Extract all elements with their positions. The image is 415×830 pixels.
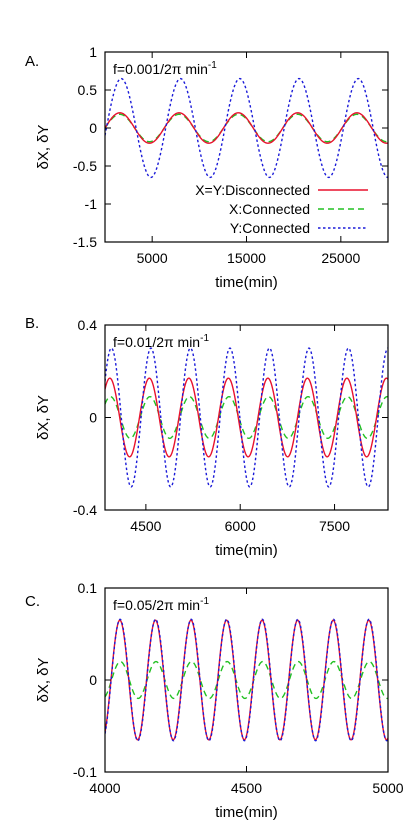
frequency-annotation: f=0.05/2π min-1 [113, 596, 209, 613]
legend-label: X:Connected [229, 201, 310, 217]
panel-label: A. [25, 53, 39, 70]
frequency-annotation: f=0.01/2π min-1 [113, 333, 209, 350]
y-tick-label: -1.5 [73, 234, 97, 250]
y-tick-label: -0.1 [73, 764, 97, 780]
legend-label: Y:Connected [230, 220, 310, 236]
panel-label: C. [25, 593, 40, 610]
y-tick-label: -0.5 [73, 158, 97, 174]
plot-frame [104, 324, 389, 511]
y-axis-label: δX, δY [35, 395, 52, 440]
y-tick-label: -0.4 [73, 502, 97, 518]
series-line-y-connected [105, 347, 388, 488]
x-tick-label: 5000 [372, 780, 403, 796]
y-tick-label: 0.1 [78, 580, 98, 596]
x-axis-label: time(min) [215, 274, 278, 291]
series-line-x-y-disconnected [105, 377, 388, 458]
series-line-y-connected [105, 77, 388, 179]
x-tick-label: 5000 [137, 250, 168, 266]
y-tick-label: 0 [89, 120, 97, 136]
y-axis-label: δX, δY [35, 124, 52, 169]
legend: X=Y:Disconnected X:Connected Y:Connected [195, 182, 368, 236]
x-tick-label: 4500 [130, 518, 161, 534]
series-line-x-connected [105, 395, 388, 440]
series-line-x-y-disconnected [105, 112, 388, 144]
panel-b: B. 0.4 0 -0.4 4500 6000 7500 time(min) δX, δY f=0… [25, 315, 389, 559]
x-tick-label: 4000 [89, 780, 120, 796]
y-axis-label: δX, δY [35, 657, 52, 702]
x-tick-label: 7500 [319, 518, 350, 534]
series-line-x-connected [105, 660, 388, 700]
panel-a: A. 1 0.5 0 -0.5 -1 -1.5 5000 15000 25000 time(min)… [25, 44, 389, 291]
x-tick-label: 6000 [225, 518, 256, 534]
x-axis-label: time(min) [215, 542, 278, 559]
y-tick-label: 0 [89, 672, 97, 688]
y-tick-label: 0.5 [78, 82, 98, 98]
panel-label: B. [25, 315, 39, 332]
x-axis-label: time(min) [215, 804, 278, 821]
y-tick-label: 1 [89, 44, 97, 60]
series-line-y-connected [105, 618, 388, 742]
x-tick-label: 4500 [231, 780, 262, 796]
x-tick-label: 15000 [227, 250, 266, 266]
y-tick-label: 0 [89, 410, 97, 426]
y-tick-label: 0.4 [78, 317, 98, 333]
x-tick-label: 25000 [321, 250, 360, 266]
frequency-annotation: f=0.001/2π min-1 [113, 60, 217, 77]
legend-label: X=Y:Disconnected [195, 182, 310, 198]
y-tick-label: -1 [85, 196, 98, 212]
